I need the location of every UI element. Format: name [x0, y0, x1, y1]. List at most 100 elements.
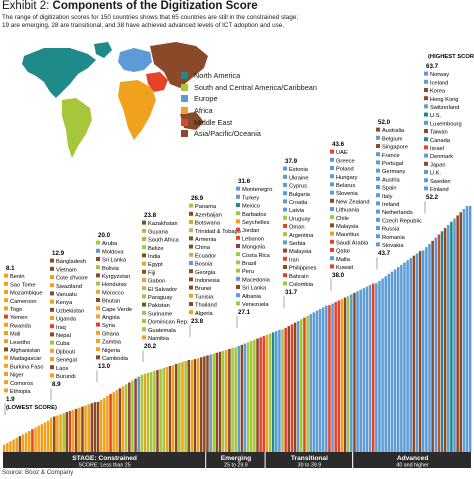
legend-label: Asia/Pacific/Oceania	[194, 129, 261, 139]
country-label: Trinidad & Tobago	[195, 229, 241, 235]
country-swatch	[96, 314, 100, 319]
bar	[56, 415, 59, 452]
group-top-score: 63.7	[426, 63, 439, 70]
country-swatch	[4, 322, 8, 327]
lowest-score-note: (LOWEST SCORE)	[6, 405, 57, 411]
country-label: Poland	[336, 167, 354, 173]
country-swatch	[50, 357, 54, 361]
country-label: Sao Tome	[10, 282, 36, 288]
country-swatch	[50, 291, 54, 296]
bar	[312, 312, 316, 452]
legend-swatch	[181, 72, 188, 80]
stage-range: 30 to 39.9	[298, 463, 322, 469]
country-label: Jordan	[242, 228, 259, 234]
country-label: Cameroon	[10, 299, 37, 305]
legend-item: Europe	[181, 93, 317, 105]
bar	[393, 269, 397, 452]
country-label: Lithuania	[336, 208, 360, 214]
country-swatch	[330, 231, 334, 236]
country-swatch	[376, 242, 380, 247]
bar	[59, 414, 62, 452]
country-label: Swaziland	[56, 284, 82, 290]
country-label: Burkina Faso	[10, 364, 44, 370]
bar	[224, 349, 228, 452]
bar	[371, 283, 375, 452]
country-label: Finland	[430, 187, 449, 193]
country-label: Djibouti	[56, 349, 75, 355]
country-swatch	[376, 168, 380, 173]
country-swatch	[142, 310, 146, 315]
bar	[165, 367, 169, 452]
group-top-score: 20.0	[98, 232, 111, 239]
country-label: Belarus	[336, 183, 355, 189]
country-label: Czech Republic	[382, 218, 422, 224]
country-swatch	[4, 273, 8, 278]
legend-item: Middle East	[181, 116, 317, 128]
bar	[115, 390, 119, 452]
country-label: Bhutan	[102, 299, 120, 305]
stage-name: Advanced	[397, 455, 429, 462]
country-label: Mauritius	[336, 232, 359, 238]
bar	[318, 308, 322, 452]
bar	[62, 413, 65, 452]
legend-item: Asia/Pacific/Oceania	[181, 128, 317, 140]
country-swatch	[376, 176, 380, 181]
group-bottom-score: 23.8	[191, 318, 204, 325]
legend-swatch	[181, 83, 188, 91]
country-label: Slovenia	[336, 191, 359, 197]
country-label: Romania	[382, 235, 406, 241]
country-label: Guyana	[148, 229, 169, 235]
country-label: Bahrain	[289, 274, 309, 280]
country-label: Montenegro	[242, 187, 272, 193]
country-label: India	[148, 254, 161, 260]
bar	[406, 260, 409, 452]
stage-name: STAGE: Constrained	[72, 455, 137, 462]
country-swatch	[96, 306, 100, 311]
country-swatch	[376, 185, 380, 189]
country-swatch	[4, 290, 8, 294]
stage-range: SCORE: Less than 25	[79, 463, 131, 469]
bar	[124, 384, 128, 452]
group-bottom-score: 52.2	[426, 194, 439, 201]
country-label: Singapore	[382, 145, 408, 151]
bar	[18, 436, 22, 452]
country-swatch	[283, 248, 287, 253]
group-bottom-score: 20.2	[144, 343, 157, 350]
country-swatch	[189, 302, 193, 306]
country-label: Iran	[289, 257, 299, 263]
legend-label: North America	[194, 71, 241, 81]
stage-block	[353, 452, 471, 468]
country-label: Lesotho	[10, 340, 30, 346]
country-swatch	[330, 198, 334, 203]
bar	[403, 262, 406, 452]
group-bottom-score: 31.7	[285, 289, 298, 296]
country-label: Mozambique	[10, 291, 43, 297]
country-swatch	[283, 199, 287, 204]
country-label: Netherlands	[382, 210, 413, 216]
bar	[331, 303, 334, 452]
country-label: Italy	[382, 194, 393, 200]
country-swatch	[236, 235, 240, 240]
chart-subtitle: The range of digitization scores for 150…	[2, 14, 299, 29]
bar	[343, 297, 347, 452]
bar	[315, 310, 319, 452]
country-swatch	[96, 265, 100, 270]
country-swatch	[424, 161, 428, 166]
country-swatch	[283, 224, 287, 228]
map-north-america	[22, 48, 96, 98]
highest-score-note: (HIGHEST SCORE)	[428, 54, 474, 60]
country-label: Venezuela	[242, 302, 269, 308]
bar	[375, 283, 378, 452]
map-south-america	[62, 98, 92, 158]
bar	[425, 247, 428, 452]
country-swatch	[236, 186, 240, 191]
bar	[40, 424, 44, 452]
bar	[321, 307, 325, 452]
legend: North America South and Central America/C…	[181, 70, 317, 140]
bar	[384, 276, 387, 452]
bar	[171, 365, 175, 452]
country-swatch	[142, 327, 146, 332]
bar	[468, 205, 472, 452]
legend-swatch	[181, 118, 188, 126]
